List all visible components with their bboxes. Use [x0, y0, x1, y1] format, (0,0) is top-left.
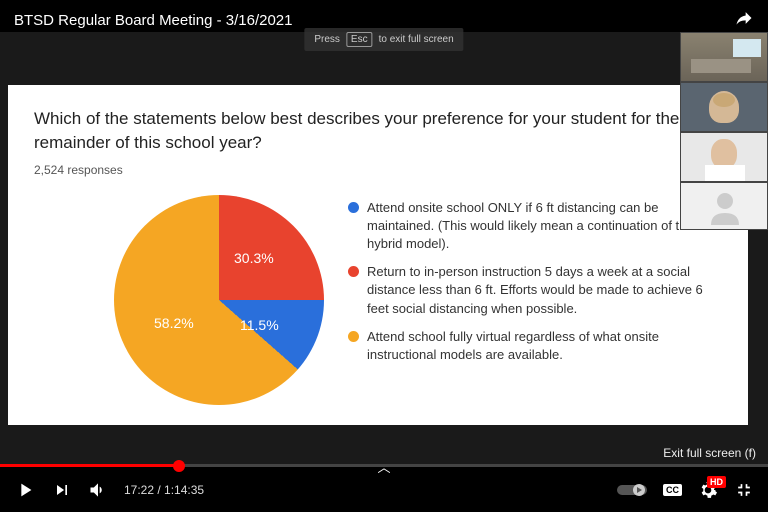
time-display: 17:22 / 1:14:35: [124, 483, 204, 497]
legend-item: Return to in-person instruction 5 days a…: [348, 263, 722, 318]
participant-thumbnails: [680, 32, 768, 230]
thumbnail-room[interactable]: [680, 32, 768, 82]
cc-button[interactable]: CC: [663, 484, 682, 496]
thumbnail-person-2[interactable]: [680, 132, 768, 182]
legend-text: Return to in-person instruction 5 days a…: [367, 263, 722, 318]
fullscreen-exit-icon[interactable]: [734, 480, 754, 500]
next-button[interactable]: [52, 480, 72, 500]
esc-hint: Press Esc to exit full screen: [304, 28, 463, 51]
question-title: Which of the statements below best descr…: [34, 107, 722, 155]
video-area: Which of the statements below best descr…: [0, 32, 768, 464]
response-count: 2,524 responses: [34, 163, 722, 177]
legend-dot: [348, 202, 359, 213]
thumbnail-person-1[interactable]: [680, 82, 768, 132]
thumbnail-blank[interactable]: [680, 182, 768, 230]
legend-dot: [348, 266, 359, 277]
legend-text: Attend school fully virtual regardless o…: [367, 328, 722, 364]
chevron-up-icon[interactable]: ︿: [377, 457, 390, 476]
legend-text: Attend onsite school ONLY if 6 ft distan…: [367, 199, 722, 254]
chart-legend: Attend onsite school ONLY if 6 ft distan…: [348, 199, 722, 375]
share-icon[interactable]: [734, 8, 754, 32]
legend-item: Attend onsite school ONLY if 6 ft distan…: [348, 199, 722, 254]
pie-chart: 58.2% 11.5% 30.3%: [114, 195, 324, 405]
pie-slice-label: 11.5%: [240, 317, 279, 333]
pie-slice-label: 30.3%: [234, 250, 274, 266]
legend-dot: [348, 331, 359, 342]
exit-fullscreen-label: Exit full screen (f): [663, 446, 756, 460]
play-button[interactable]: [14, 479, 36, 501]
legend-item: Attend school fully virtual regardless o…: [348, 328, 722, 364]
pie-slice-label: 58.2%: [154, 315, 194, 331]
presentation-slide: Which of the statements below best descr…: [8, 85, 748, 425]
video-title: BTSD Regular Board Meeting - 3/16/2021: [14, 12, 293, 29]
autoplay-toggle[interactable]: [617, 483, 647, 497]
settings-icon[interactable]: HD: [698, 480, 718, 500]
volume-icon[interactable]: [88, 480, 108, 500]
